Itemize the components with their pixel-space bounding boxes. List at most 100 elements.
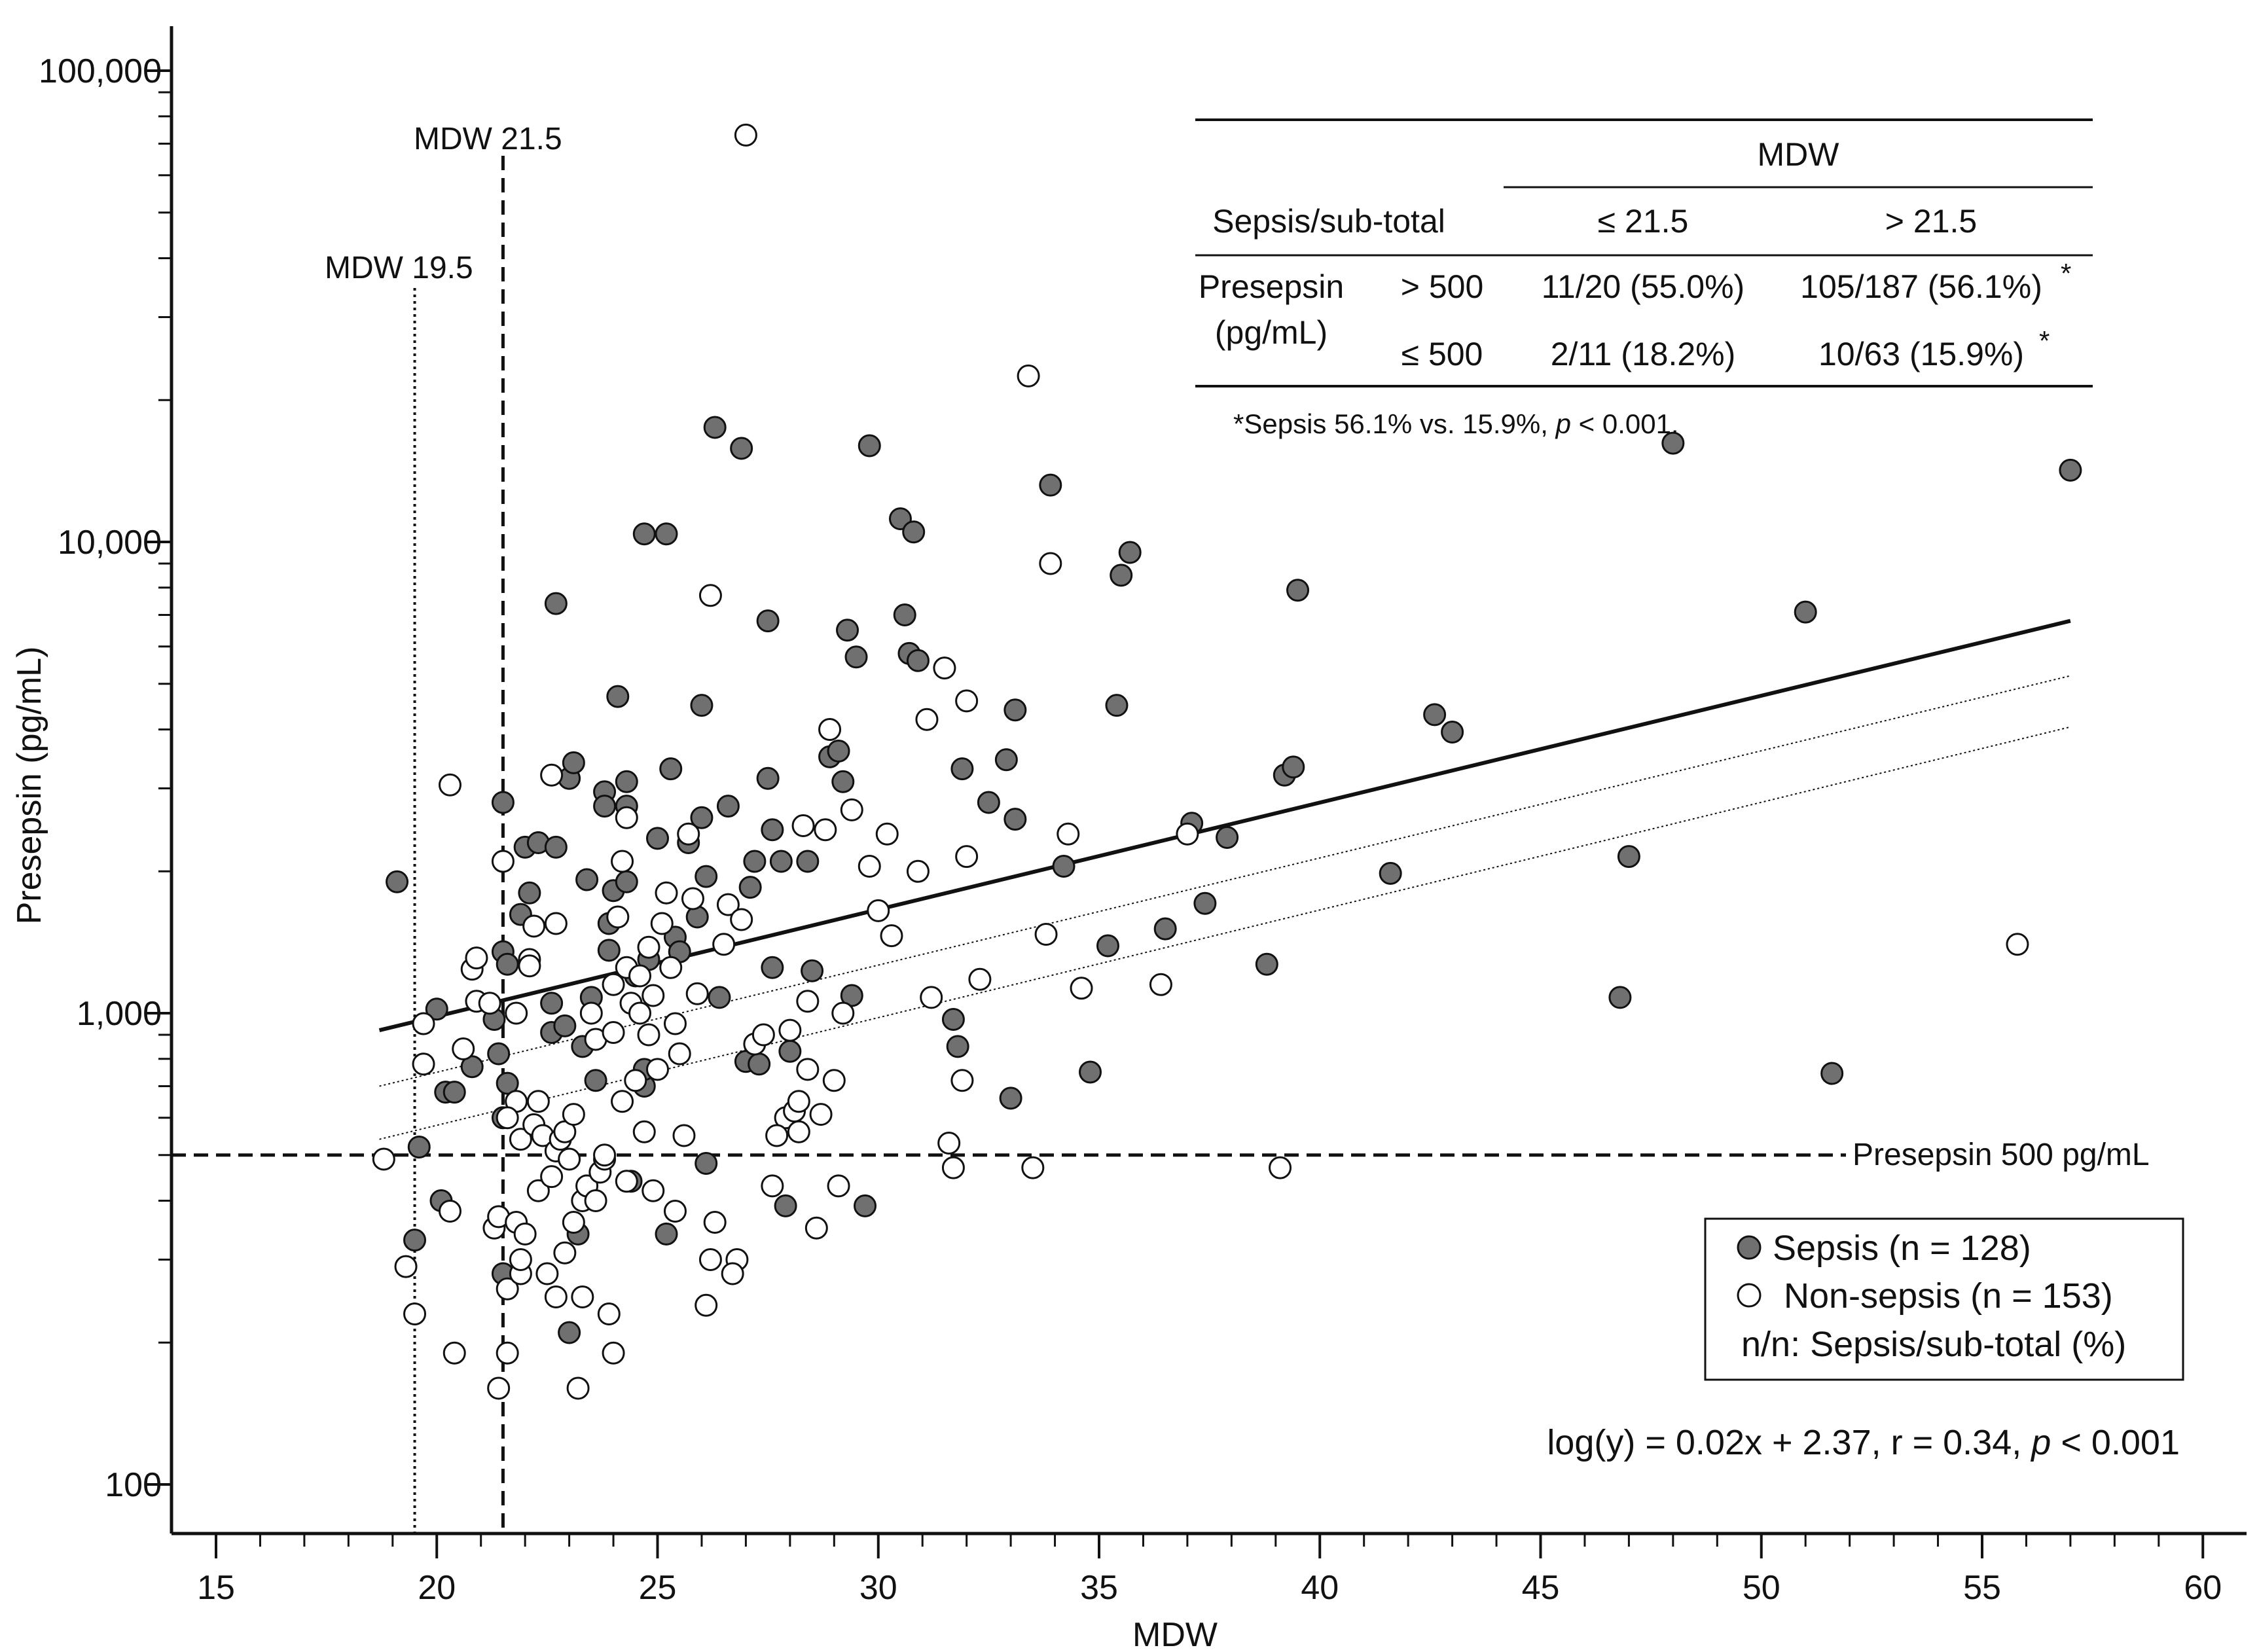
- non-sepsis-point: [721, 1262, 744, 1285]
- sepsis-point: [1617, 845, 1640, 869]
- x-tick-label: 25: [639, 1569, 677, 1607]
- non-sepsis-point: [809, 1103, 833, 1126]
- non-sepsis-point: [814, 818, 837, 842]
- non-sepsis-point: [637, 935, 660, 959]
- sepsis-point: [831, 770, 855, 793]
- non-sepsis-point: [659, 956, 683, 979]
- y-tick-label: 100,000: [39, 52, 162, 90]
- non-sepsis-point: [668, 1042, 691, 1066]
- x-tick-label: 55: [1963, 1569, 2001, 1607]
- non-sepsis-point: [628, 1001, 652, 1025]
- non-sepsis-point: [526, 1179, 550, 1202]
- non-sepsis-point: [465, 946, 488, 970]
- non-sepsis-point: [778, 1018, 802, 1042]
- sepsis-point: [646, 827, 669, 850]
- non-sepsis-point: [611, 1090, 634, 1113]
- sepsis-point: [801, 959, 824, 982]
- non-sepsis-point: [685, 982, 709, 1005]
- non-sepsis-point: [672, 1124, 696, 1147]
- sepsis-point: [703, 416, 727, 439]
- sepsis-point: [1118, 541, 1142, 564]
- equation-p: p: [2030, 1423, 2051, 1462]
- non-sepsis-point: [677, 822, 700, 846]
- table-footnote: *Sepsis 56.1% vs. 15.9%, p < 0.001.: [1233, 408, 1679, 439]
- sepsis-point: [902, 520, 926, 544]
- sepsis-point: [1003, 808, 1027, 831]
- sepsis-point: [1153, 917, 1177, 941]
- non-sepsis-point: [761, 1174, 784, 1198]
- non-sepsis-point: [858, 855, 881, 878]
- sepsis-point: [994, 748, 1018, 772]
- sepsis-point: [999, 1086, 1022, 1110]
- non-sepsis-point: [372, 1147, 395, 1171]
- sepsis-point: [1003, 698, 1027, 722]
- footnote-start: *Sepsis 56.1% vs. 15.9%,: [1233, 408, 1556, 439]
- sepsis-point: [690, 694, 714, 717]
- non-sepsis-point: [526, 1090, 550, 1113]
- sepsis-point: [655, 522, 678, 546]
- ci-upper-line: [379, 675, 2071, 1087]
- non-sepsis-point: [602, 1341, 625, 1365]
- sepsis-point: [553, 1014, 577, 1037]
- sepsis-point: [748, 1052, 771, 1076]
- sepsis-point: [836, 619, 859, 642]
- x-tick-label: 40: [1301, 1569, 1339, 1607]
- x-tick-label: 35: [1080, 1569, 1118, 1607]
- sepsis-point: [695, 865, 718, 888]
- non-sepsis-point: [941, 1156, 965, 1179]
- non-sepsis-point: [937, 1132, 961, 1155]
- non-sepsis-point: [513, 1222, 537, 1246]
- non-sepsis-point: [796, 990, 820, 1013]
- non-sepsis-point: [438, 1200, 461, 1223]
- table-row-group-label-2: (pg/mL): [1215, 314, 1328, 351]
- sepsis-point: [695, 1152, 718, 1176]
- non-sepsis-point: [765, 1124, 789, 1147]
- sepsis-point: [544, 835, 568, 859]
- non-sepsis-point: [1070, 977, 1093, 1000]
- non-sepsis-point: [518, 954, 541, 978]
- table-row-2-col-2: 10/63 (15.9%): [1818, 336, 2024, 372]
- non-sepsis-point: [602, 1020, 625, 1044]
- sepsis-point: [2059, 458, 2082, 482]
- non-sepsis-point: [950, 1069, 974, 1092]
- table-group-header: MDW: [1758, 136, 1840, 173]
- sepsis-point: [540, 992, 564, 1015]
- sepsis-point: [756, 609, 780, 633]
- sepsis-point: [1820, 1062, 1844, 1085]
- ref-label-mdw-21-5: MDW 21.5: [414, 122, 562, 156]
- table-col-header-2: > 21.5: [1885, 203, 1977, 240]
- non-sepsis-point: [1021, 1156, 1045, 1179]
- non-sepsis-point: [403, 1302, 427, 1326]
- non-sepsis-point: [787, 1120, 810, 1143]
- legend-box: [1704, 1217, 2184, 1381]
- table-row-header: Sepsis/sub-total: [1212, 203, 1445, 240]
- sepsis-point: [716, 795, 740, 818]
- non-sepsis-point: [642, 1179, 665, 1202]
- table-row-1-col-2: 105/187 (56.1%): [1800, 268, 2042, 305]
- non-sepsis-point: [602, 973, 625, 996]
- sepsis-point: [487, 1042, 511, 1066]
- y-axis-title: Presepsin (pg/mL): [10, 647, 48, 925]
- non-sepsis-point: [663, 1012, 687, 1035]
- x-tick-label: 20: [418, 1569, 456, 1607]
- sepsis-point: [597, 939, 621, 962]
- x-axis-title: MDW: [1132, 1616, 1218, 1652]
- sepsis-point: [796, 850, 820, 873]
- non-sepsis-point: [818, 718, 842, 742]
- non-sepsis-point: [624, 1069, 647, 1092]
- sepsis-point: [1193, 891, 1217, 915]
- table-row-2-label: ≤ 500: [1401, 336, 1483, 372]
- non-sepsis-point: [791, 814, 815, 837]
- non-sepsis-point: [867, 899, 890, 922]
- non-sepsis-point: [827, 1174, 850, 1198]
- footnote-p: p: [1555, 408, 1571, 439]
- non-sepsis-point: [698, 1248, 722, 1271]
- non-sepsis-point: [615, 806, 638, 829]
- non-sepsis-point: [637, 1023, 660, 1047]
- non-sepsis-point: [535, 1262, 559, 1285]
- inset-table: MDW Sepsis/sub-total ≤ 21.5 > 21.5 Prese…: [1195, 118, 2093, 439]
- non-sepsis-point: [681, 887, 704, 910]
- non-sepsis-point: [540, 763, 564, 787]
- sepsis-point: [827, 739, 850, 763]
